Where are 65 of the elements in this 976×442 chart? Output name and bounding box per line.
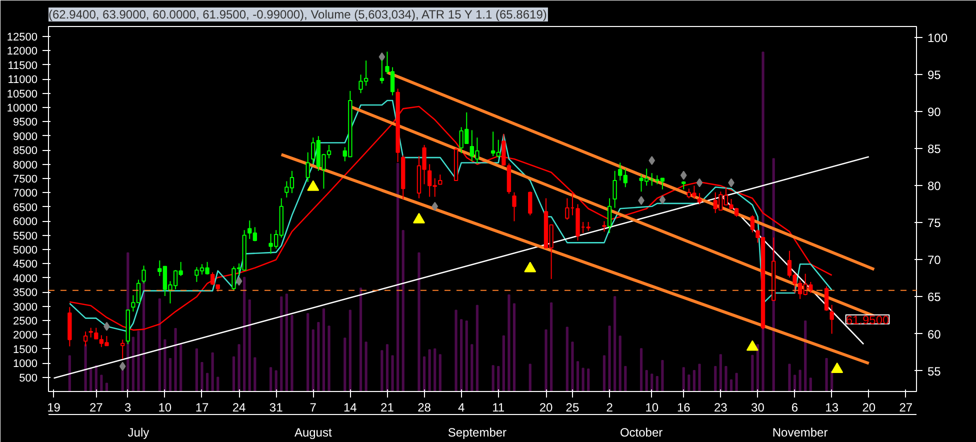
y2-tick-label: 8500 [13, 145, 38, 158]
y2-tick-label: 5500 [13, 230, 38, 242]
y2-tick-label: 10500 [6, 88, 38, 100]
x-tick-label: 10 [645, 400, 659, 414]
y2-tick-label: 7000 [13, 188, 38, 200]
y-tick-label: 70 [928, 253, 942, 268]
y2-tick-label: 1000 [13, 358, 38, 370]
y-tick-label: 80 [928, 179, 942, 194]
y-tick-label: 55 [928, 364, 942, 378]
y2-tick-label: 9000 [13, 130, 38, 143]
x-tick-label: 10 [158, 400, 172, 414]
y2-tick-label: 9500 [13, 116, 38, 129]
x-tick-label: 27 [89, 400, 104, 414]
x-tick-label: 16 [676, 400, 691, 414]
x2-tick-label: September [448, 426, 507, 440]
y2-tick-label: 500 [19, 372, 38, 384]
y2-tick-label: 3500 [13, 287, 38, 300]
y2-tick-label: 4500 [13, 258, 38, 271]
x2-tick-label: November [772, 426, 828, 440]
chart-title: (62.9400, 63.9000, 60.0000, 61.9500, -0.99000), Volume (5,603,034), ATR 15 Y 1.1 (65.8619) [48, 8, 547, 22]
y-tick-label: 90 [928, 105, 942, 120]
y2-tick-label: 5000 [13, 244, 38, 256]
y2-tick-label: 10000 [6, 102, 38, 114]
y2-tick-label: 2500 [13, 315, 38, 328]
x-tick-label: 7 [310, 400, 317, 414]
y2-tick-label: 1500 [13, 344, 38, 356]
y2-tick-label: 6000 [13, 216, 38, 228]
x2-tick-label: August [294, 426, 332, 440]
x-tick-label: 20 [862, 400, 876, 414]
y2-tick-label: 11500 [8, 60, 38, 72]
y2-tick-label: 6500 [13, 202, 38, 214]
y-tick-label: 85 [928, 142, 942, 156]
x-tick-label: 3 [124, 400, 132, 414]
x-tick-label: 21 [380, 400, 394, 414]
x-tick-label: 25 [566, 400, 580, 414]
y-tick-label: 100 [928, 31, 948, 46]
x2-tick-label: October [620, 426, 663, 440]
y2-tick-label: 4000 [13, 272, 38, 285]
x-tick-label: 31 [269, 400, 284, 414]
x-tick-label: 30 [751, 400, 765, 414]
x-tick-label: 11 [492, 400, 505, 414]
y-tick-label: 60 [928, 327, 942, 342]
x-tick-label: 19 [47, 400, 61, 414]
x-tick-label: 4 [458, 400, 465, 414]
y-tick-label: 75 [928, 216, 942, 230]
x-tick-label: 14 [344, 400, 358, 414]
x-tick-label: 2 [606, 400, 614, 414]
y2-tick-label: 2000 [13, 330, 38, 342]
y2-tick-label: 12000 [6, 46, 38, 58]
x2-tick-label: July [128, 426, 150, 440]
y2-tick-label: 8000 [13, 159, 38, 172]
x-tick-label: 23 [714, 400, 728, 414]
x-tick-label: 6 [791, 400, 798, 414]
x-tick-label: 28 [418, 400, 432, 414]
x-tick-label: 24 [232, 400, 246, 414]
x-tick-label: 27 [899, 400, 913, 414]
x-tick-label: 20 [539, 400, 554, 414]
x-tick-label: 13 [825, 400, 839, 414]
x-tick-label: 17 [195, 400, 209, 414]
y2-tick-label: 12500 [6, 31, 38, 44]
y2-tick-label: 7500 [13, 173, 38, 186]
y2-tick-label: 11000 [8, 74, 38, 86]
y2-tick-label: 3000 [13, 301, 38, 314]
y-tick-label: 95 [928, 68, 942, 82]
y-tick-label: 65 [928, 290, 942, 304]
